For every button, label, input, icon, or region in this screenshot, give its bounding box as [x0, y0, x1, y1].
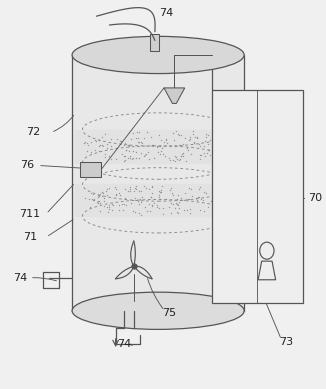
Ellipse shape — [72, 292, 244, 329]
Ellipse shape — [72, 36, 244, 74]
Text: 70: 70 — [308, 193, 323, 203]
Text: 74: 74 — [13, 273, 27, 283]
Text: 71: 71 — [23, 232, 37, 242]
Text: 76: 76 — [20, 160, 34, 170]
Text: 711: 711 — [19, 209, 40, 219]
Bar — [80, 162, 101, 177]
Text: 74: 74 — [117, 339, 131, 349]
Text: 74: 74 — [159, 9, 173, 19]
Bar — [150, 33, 159, 51]
Polygon shape — [164, 88, 185, 103]
Text: 75: 75 — [162, 308, 177, 318]
Text: 72: 72 — [26, 128, 40, 137]
Polygon shape — [212, 90, 303, 303]
Text: 73: 73 — [279, 337, 293, 347]
